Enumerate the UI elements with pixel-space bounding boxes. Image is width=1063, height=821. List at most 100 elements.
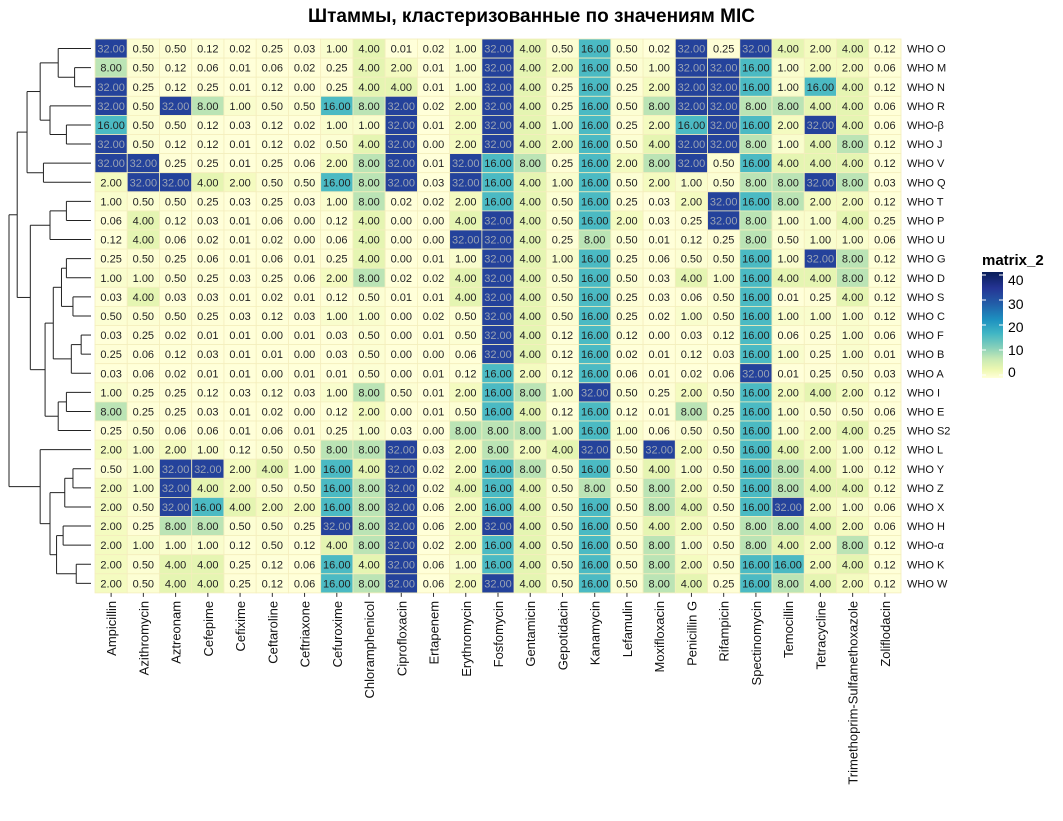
cell-value-label: 4.00	[455, 483, 476, 495]
cell-value-label: 1.00	[455, 559, 476, 571]
cell-value-label: 1.00	[552, 426, 573, 438]
cell-value-label: 0.25	[713, 578, 734, 590]
cell-value-label: 0.50	[713, 540, 734, 552]
cell-value-label: 8.00	[745, 101, 766, 113]
cell-value-label: 0.50	[713, 387, 734, 399]
cell-value-label: 16.00	[484, 540, 512, 552]
cell-value-label: 2.00	[681, 483, 702, 495]
cell-value-label: 8.00	[648, 158, 669, 170]
cell-value-label: 0.50	[455, 330, 476, 342]
cell-value-label: 1.00	[197, 540, 218, 552]
cell-value-label: 16.00	[742, 559, 770, 571]
cell-value-label: 4.00	[165, 578, 186, 590]
cell-value-label: 0.50	[455, 406, 476, 418]
cell-value-label: 0.06	[262, 215, 283, 227]
cell-value-label: 2.00	[165, 445, 186, 457]
cell-value-label: 0.02	[165, 330, 186, 342]
cell-value-label: 0.03	[648, 196, 669, 208]
cell-value-label: 16.00	[581, 63, 609, 75]
cell-value-label: 32.00	[678, 44, 706, 56]
column-label: Moxifloxacin	[652, 601, 667, 673]
cell-value-label: 8.00	[777, 578, 798, 590]
cell-value-label: 4.00	[648, 464, 669, 476]
cell-value-label: 2.00	[100, 445, 121, 457]
cell-value-label: 0.50	[262, 445, 283, 457]
cell-value-label: 8.00	[648, 101, 669, 113]
cell-value-label: 16.00	[742, 502, 770, 514]
cell-value-label: 0.25	[326, 426, 347, 438]
cell-value-label: 8.00	[358, 502, 379, 514]
cell-value-label: 0.50	[294, 101, 315, 113]
cell-value-label: 0.03	[294, 387, 315, 399]
cell-value-label: 1.00	[552, 177, 573, 189]
cell-value-label: 4.00	[777, 44, 798, 56]
cell-value-label: 32.00	[807, 177, 835, 189]
cell-value-label: 0.12	[262, 120, 283, 132]
cell-value-label: 4.00	[842, 82, 863, 94]
cell-value-label: 8.00	[777, 101, 798, 113]
cell-value-label: 16.00	[678, 120, 706, 132]
cell-value-label: 0.06	[423, 559, 444, 571]
row-label: WHO H	[907, 521, 945, 533]
cell-value-label: 0.25	[197, 311, 218, 323]
cell-value-label: 2.00	[455, 387, 476, 399]
cell-value-label: 4.00	[520, 215, 541, 227]
cell-value-label: 2.00	[810, 445, 831, 457]
cell-value-label: 8.00	[487, 445, 508, 457]
cell-value-label: 0.12	[874, 445, 895, 457]
cell-value-label: 0.03	[681, 330, 702, 342]
cell-value-label: 32.00	[388, 177, 416, 189]
cell-value-label: 0.50	[455, 311, 476, 323]
cell-value-label: 16.00	[581, 82, 609, 94]
cell-value-label: 4.00	[197, 559, 218, 571]
cell-value-label: 2.00	[777, 120, 798, 132]
cell-value-label: 16.00	[807, 82, 835, 94]
cell-value-label: 0.12	[552, 368, 573, 380]
cell-value-label: 0.25	[681, 215, 702, 227]
cell-value-label: 0.06	[197, 254, 218, 266]
cell-value-label: 8.00	[745, 215, 766, 227]
cell-value-label: 0.50	[777, 235, 798, 247]
cell-value-label: 0.01	[229, 235, 250, 247]
cell-value-label: 0.12	[262, 387, 283, 399]
cell-value-label: 32.00	[484, 215, 512, 227]
cell-value-label: 0.01	[423, 406, 444, 418]
cell-value-label: 1.00	[777, 426, 798, 438]
cell-value-label: 0.06	[294, 578, 315, 590]
cell-value-label: 8.00	[358, 540, 379, 552]
cell-value-label: 0.03	[100, 330, 121, 342]
cell-value-label: 0.01	[229, 406, 250, 418]
cell-value-label: 0.50	[713, 483, 734, 495]
column-label: Azithromycin	[136, 601, 151, 675]
row-label: WHO S2	[907, 426, 950, 438]
cell-value-label: 32.00	[710, 196, 738, 208]
cell-value-label: 4.00	[520, 311, 541, 323]
cell-value-label: 32.00	[484, 120, 512, 132]
legend-tick: 0	[1008, 364, 1016, 380]
row-label: WHO J	[907, 139, 942, 151]
cell-value-label: 0.01	[423, 292, 444, 304]
cell-value-label: 2.00	[681, 387, 702, 399]
cell-value-label: 32.00	[710, 139, 738, 151]
cell-value-label: 0.50	[713, 177, 734, 189]
row-label: WHO-α	[907, 540, 945, 552]
column-label: Lefamulin	[620, 601, 635, 657]
cell-value-label: 2.00	[616, 158, 637, 170]
cell-value-label: 2.00	[552, 139, 573, 151]
cell-value-label: 2.00	[100, 483, 121, 495]
cell-value-label: 2.00	[810, 559, 831, 571]
row-label: WHO Y	[907, 464, 945, 476]
cell-value-label: 0.25	[100, 254, 121, 266]
cell-value-label: 0.00	[648, 330, 669, 342]
cell-value-label: 0.25	[810, 292, 831, 304]
cell-value-label: 2.00	[100, 521, 121, 533]
cell-value-label: 0.12	[262, 559, 283, 571]
cell-value-label: 8.00	[520, 387, 541, 399]
cell-value-label: 4.00	[810, 464, 831, 476]
cell-value-label: 32.00	[710, 63, 738, 75]
cell-value-label: 0.25	[874, 215, 895, 227]
cell-value-label: 0.06	[133, 368, 154, 380]
cell-value-label: 2.00	[391, 63, 412, 75]
cell-value-label: 0.06	[100, 215, 121, 227]
cell-value-label: 32.00	[130, 158, 158, 170]
